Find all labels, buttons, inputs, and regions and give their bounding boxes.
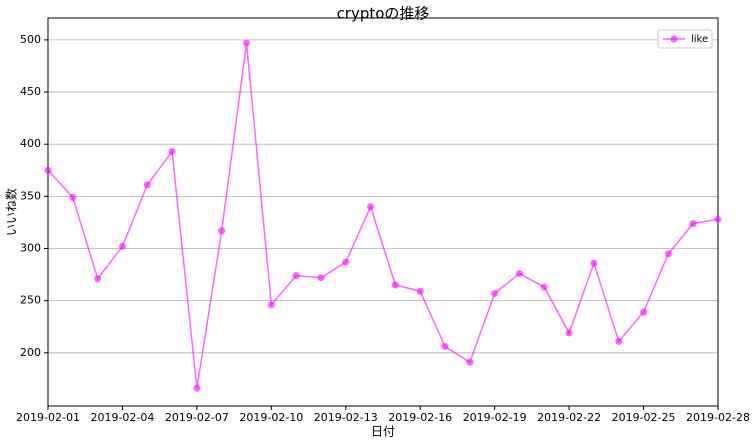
y-tick-label: 350	[20, 189, 41, 202]
plot-frame	[47, 17, 719, 407]
data-point	[218, 227, 226, 235]
y-tick-label: 300	[20, 242, 41, 255]
data-point	[118, 242, 126, 250]
data-point	[689, 219, 697, 227]
y-tick-label: 450	[20, 85, 41, 98]
legend-marker	[670, 35, 678, 43]
data-point	[714, 215, 722, 223]
data-point	[590, 259, 598, 267]
x-tick-label: 2019-02-16	[388, 411, 452, 424]
y-tick-label: 400	[20, 137, 41, 150]
data-point	[491, 289, 499, 297]
data-point	[342, 258, 350, 266]
data-point	[367, 203, 375, 211]
x-tick-label: 2019-02-28	[686, 411, 750, 424]
x-tick-label: 2019-02-13	[314, 411, 378, 424]
data-point	[143, 181, 151, 189]
x-tick-label: 2019-02-10	[239, 411, 303, 424]
x-tick-label: 2019-02-25	[612, 411, 676, 424]
y-tick-label: 500	[20, 33, 41, 46]
data-point	[317, 274, 325, 282]
data-point	[193, 384, 201, 392]
data-point	[44, 166, 52, 174]
y-axis-label: いいね数	[4, 188, 19, 236]
data-point	[243, 39, 251, 47]
data-point	[168, 148, 176, 156]
y-tick-label: 250	[20, 294, 41, 307]
data-point	[615, 337, 623, 345]
data-point	[515, 270, 523, 278]
x-axis-label: 日付	[371, 425, 395, 439]
data-point	[441, 343, 449, 351]
data-point	[69, 193, 77, 201]
legend-label: like	[691, 34, 708, 45]
data-line	[47, 42, 719, 389]
x-tick-label: 2019-02-19	[463, 411, 527, 424]
x-tick-label: 2019-02-07	[165, 411, 229, 424]
data-point	[292, 272, 300, 280]
data-point	[640, 308, 648, 316]
data-point	[565, 329, 573, 337]
data-point	[466, 358, 474, 366]
data-point	[664, 250, 672, 258]
x-tick-label: 2019-02-22	[537, 411, 601, 424]
y-tick-label: 200	[20, 346, 41, 359]
data-point	[540, 283, 548, 291]
data-point	[391, 281, 399, 289]
x-tick-label: 2019-02-04	[90, 411, 154, 424]
data-point	[267, 301, 275, 309]
data-point	[416, 287, 424, 295]
chart-title: cryptoの推移	[337, 5, 430, 23]
data-point	[94, 275, 102, 283]
x-tick-label: 2019-02-01	[16, 411, 80, 424]
